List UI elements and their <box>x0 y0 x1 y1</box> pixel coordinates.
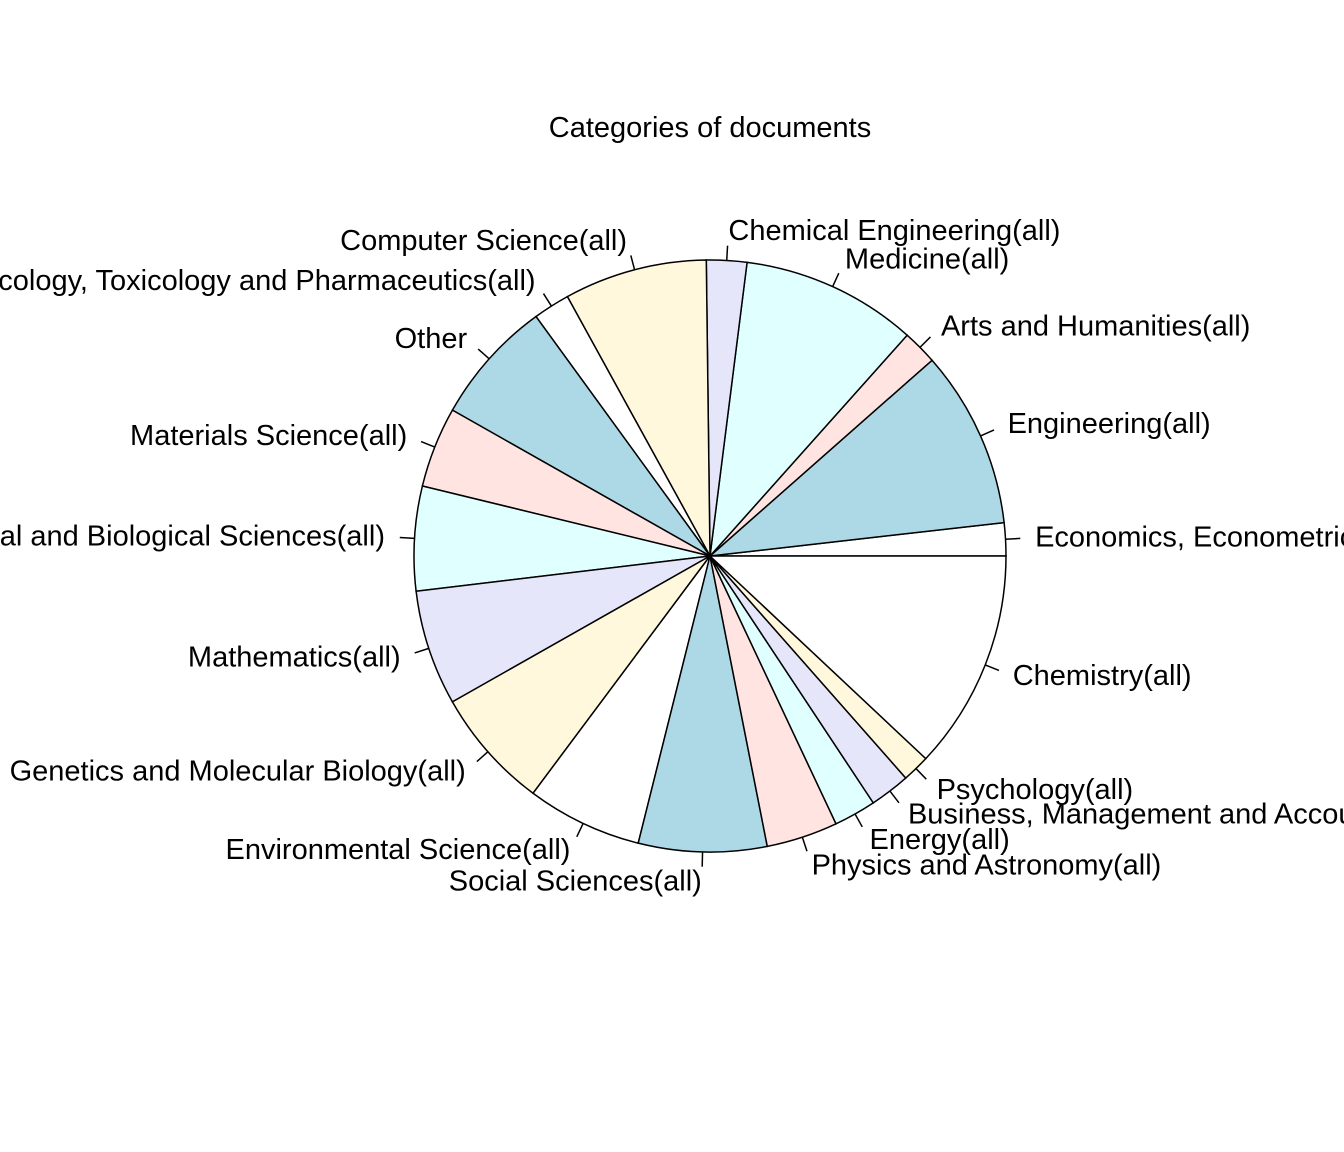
slice-label-tick <box>801 836 808 852</box>
slice-label-tick <box>1005 537 1021 541</box>
slice-label-tick <box>915 768 927 780</box>
pie-slice <box>451 555 711 795</box>
slice-label: Social Sciences(all) <box>449 865 702 897</box>
slice-label-tick <box>831 272 840 287</box>
slice-label: Engineering(all) <box>1008 408 1211 440</box>
slice-label-tick <box>542 293 553 307</box>
slice-label: Other <box>395 323 468 355</box>
pie-slice <box>451 315 711 557</box>
slice-label-tick <box>725 245 729 261</box>
slice-label: Chemistry(all) <box>1013 660 1192 692</box>
pie-slice <box>708 261 909 559</box>
slice-label-tick <box>399 536 415 540</box>
slice-label: Pharmacology, Toxicology and Pharmaceuti… <box>0 265 536 297</box>
chart-title: Categories of documents <box>548 112 872 144</box>
slice-label-tick <box>420 440 436 448</box>
slice-label-tick <box>477 348 490 360</box>
slice-label-tick <box>854 813 863 828</box>
slice-label: Business, Management and Accounting(all) <box>908 799 1344 831</box>
slice-label: Chemical Engineering(all) <box>728 215 1060 247</box>
pie-slice <box>531 555 711 845</box>
slice-label: Arts and Humanities(all) <box>941 310 1250 342</box>
slice-label: Economics, Econometrics and Finance(all) <box>1035 522 1344 554</box>
slice-label: Materials Science(all) <box>130 420 407 452</box>
slice-label: Biochemistry, Genetics and Molecular Bio… <box>0 755 466 787</box>
slice-label-tick <box>476 751 489 763</box>
pie-slice <box>707 359 1005 558</box>
pie-slice <box>566 259 711 557</box>
slice-label-tick <box>576 823 584 838</box>
slice-label: Computer Science(all) <box>340 225 627 257</box>
slice-label-tick <box>414 647 430 654</box>
slice-label: Energy(all) <box>870 824 1010 856</box>
pie-slice <box>637 555 769 853</box>
slice-label-tick <box>919 336 931 348</box>
slice-label: Psychology(all) <box>937 774 1134 806</box>
slice-label: Medicine(all) <box>845 244 1009 276</box>
slice-label-tick <box>980 429 995 437</box>
slice-label-tick <box>984 664 1000 672</box>
slice-label: Mathematics(all) <box>188 642 401 674</box>
slice-label-tick <box>630 255 636 270</box>
slice-label-tick <box>889 790 900 804</box>
slice-label: Environmental Science(all) <box>226 834 571 866</box>
slice-label: Physics and Astronomy(all) <box>812 849 1162 881</box>
slice-label: Agricultural and Biological Sciences(all… <box>0 521 385 553</box>
pie-slice <box>415 555 711 703</box>
